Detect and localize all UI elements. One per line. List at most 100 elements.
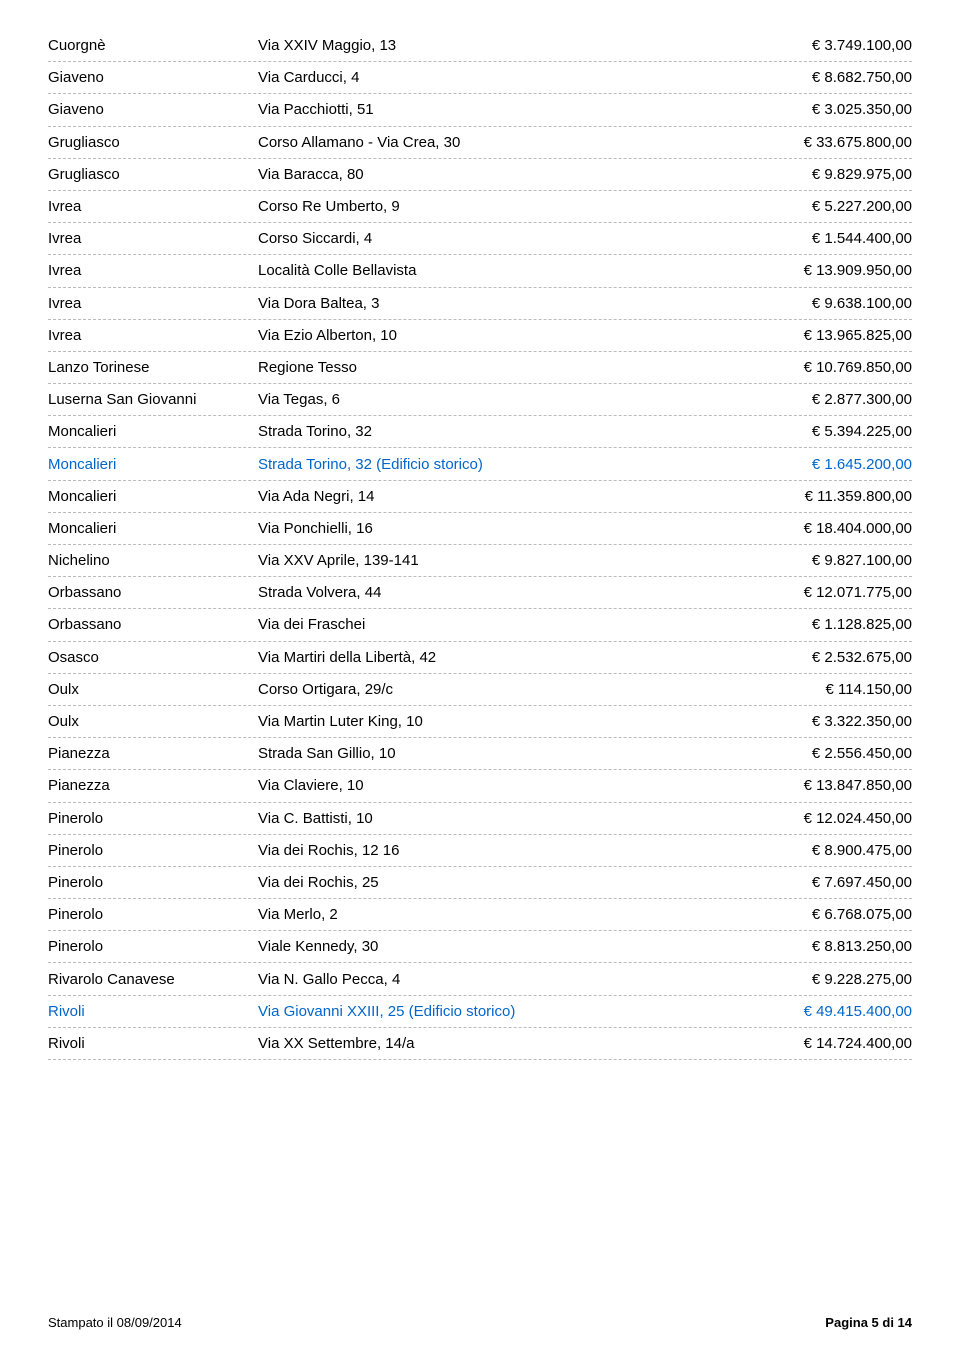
table-row: IvreaVia Dora Baltea, 3€ 9.638.100,00 [48, 288, 912, 320]
city-cell: Pinerolo [48, 874, 258, 891]
city-cell: Giaveno [48, 69, 258, 86]
city-cell: Ivrea [48, 262, 258, 279]
address-cell: Via Tegas, 6 [258, 391, 742, 408]
amount-cell: € 2.532.675,00 [742, 649, 912, 666]
amount-cell: € 3.322.350,00 [742, 713, 912, 730]
amount-cell: € 6.768.075,00 [742, 906, 912, 923]
table-row: GiavenoVia Pacchiotti, 51€ 3.025.350,00 [48, 94, 912, 126]
table-row: MoncalieriVia Ada Negri, 14€ 11.359.800,… [48, 481, 912, 513]
city-cell: Orbassano [48, 616, 258, 633]
address-cell: Via Ezio Alberton, 10 [258, 327, 742, 344]
table-row: OulxVia Martin Luter King, 10€ 3.322.350… [48, 706, 912, 738]
amount-cell: € 5.227.200,00 [742, 198, 912, 215]
city-cell: Grugliasco [48, 166, 258, 183]
address-cell: Via Claviere, 10 [258, 777, 742, 794]
table-row: Rivarolo CanaveseVia N. Gallo Pecca, 4€ … [48, 963, 912, 995]
amount-cell: € 18.404.000,00 [742, 520, 912, 537]
table-row: PineroloVia Merlo, 2€ 6.768.075,00 [48, 899, 912, 931]
table-row: IvreaCorso Re Umberto, 9€ 5.227.200,00 [48, 191, 912, 223]
address-cell: Via dei Rochis, 12 16 [258, 842, 742, 859]
city-cell: Lanzo Torinese [48, 359, 258, 376]
table-row: OulxCorso Ortigara, 29/c€ 114.150,00 [48, 674, 912, 706]
city-cell: Rivarolo Canavese [48, 971, 258, 988]
table-row: IvreaCorso Siccardi, 4€ 1.544.400,00 [48, 223, 912, 255]
table-row: IvreaLocalità Colle Bellavista€ 13.909.9… [48, 255, 912, 287]
city-cell: Orbassano [48, 584, 258, 601]
city-cell: Pianezza [48, 777, 258, 794]
amount-cell: € 114.150,00 [742, 681, 912, 698]
address-cell: Via dei Fraschei [258, 616, 742, 633]
address-cell: Via Dora Baltea, 3 [258, 295, 742, 312]
address-cell: Strada Torino, 32 (Edificio storico) [258, 456, 742, 473]
amount-cell: € 9.829.975,00 [742, 166, 912, 183]
amount-cell: € 49.415.400,00 [742, 1003, 912, 1020]
city-cell: Ivrea [48, 295, 258, 312]
address-cell: Via Baracca, 80 [258, 166, 742, 183]
page-footer: Stampato il 08/09/2014 Pagina 5 di 14 [48, 1315, 912, 1330]
amount-cell: € 9.228.275,00 [742, 971, 912, 988]
amount-cell: € 2.556.450,00 [742, 745, 912, 762]
table-row: MoncalieriStrada Torino, 32 (Edificio st… [48, 448, 912, 480]
address-cell: Via C. Battisti, 10 [258, 810, 742, 827]
amount-cell: € 10.769.850,00 [742, 359, 912, 376]
address-cell: Corso Ortigara, 29/c [258, 681, 742, 698]
table-row: OsascoVia Martiri della Libertà, 42€ 2.5… [48, 642, 912, 674]
address-cell: Strada Torino, 32 [258, 423, 742, 440]
table-row: MoncalieriVia Ponchielli, 16€ 18.404.000… [48, 513, 912, 545]
address-cell: Via XXV Aprile, 139-141 [258, 552, 742, 569]
amount-cell: € 33.675.800,00 [742, 134, 912, 151]
city-cell: Moncalieri [48, 488, 258, 505]
print-date: Stampato il 08/09/2014 [48, 1315, 182, 1330]
city-cell: Osasco [48, 649, 258, 666]
address-cell: Strada Volvera, 44 [258, 584, 742, 601]
table-row: GrugliascoCorso Allamano - Via Crea, 30€… [48, 127, 912, 159]
city-cell: Pinerolo [48, 842, 258, 859]
amount-cell: € 12.024.450,00 [742, 810, 912, 827]
city-cell: Ivrea [48, 198, 258, 215]
table-row: CuorgnèVia XXIV Maggio, 13€ 3.749.100,00 [48, 30, 912, 62]
amount-cell: € 13.909.950,00 [742, 262, 912, 279]
amount-cell: € 8.900.475,00 [742, 842, 912, 859]
table-row: RivoliVia Giovanni XXIII, 25 (Edificio s… [48, 996, 912, 1028]
amount-cell: € 9.638.100,00 [742, 295, 912, 312]
amount-cell: € 12.071.775,00 [742, 584, 912, 601]
city-cell: Rivoli [48, 1003, 258, 1020]
address-cell: Via Ada Negri, 14 [258, 488, 742, 505]
amount-cell: € 5.394.225,00 [742, 423, 912, 440]
city-cell: Giaveno [48, 101, 258, 118]
address-cell: Via dei Rochis, 25 [258, 874, 742, 891]
city-cell: Oulx [48, 713, 258, 730]
address-cell: Corso Re Umberto, 9 [258, 198, 742, 215]
table-row: PianezzaStrada San Gillio, 10€ 2.556.450… [48, 738, 912, 770]
city-cell: Rivoli [48, 1035, 258, 1052]
city-cell: Pinerolo [48, 938, 258, 955]
address-cell: Via Martiri della Libertà, 42 [258, 649, 742, 666]
amount-cell: € 3.749.100,00 [742, 37, 912, 54]
amount-cell: € 7.697.450,00 [742, 874, 912, 891]
city-cell: Pinerolo [48, 810, 258, 827]
amount-cell: € 13.847.850,00 [742, 777, 912, 794]
table-row: PineroloVia dei Rochis, 25€ 7.697.450,00 [48, 867, 912, 899]
city-cell: Cuorgnè [48, 37, 258, 54]
address-cell: Regione Tesso [258, 359, 742, 376]
address-cell: Via Merlo, 2 [258, 906, 742, 923]
address-cell: Corso Allamano - Via Crea, 30 [258, 134, 742, 151]
table-row: PineroloVia dei Rochis, 12 16€ 8.900.475… [48, 835, 912, 867]
address-cell: Via Giovanni XXIII, 25 (Edificio storico… [258, 1003, 742, 1020]
property-table: CuorgnèVia XXIV Maggio, 13€ 3.749.100,00… [48, 30, 912, 1060]
city-cell: Moncalieri [48, 456, 258, 473]
table-row: PineroloVia C. Battisti, 10€ 12.024.450,… [48, 803, 912, 835]
table-row: MoncalieriStrada Torino, 32€ 5.394.225,0… [48, 416, 912, 448]
address-cell: Via N. Gallo Pecca, 4 [258, 971, 742, 988]
table-row: GrugliascoVia Baracca, 80€ 9.829.975,00 [48, 159, 912, 191]
address-cell: Via Martin Luter King, 10 [258, 713, 742, 730]
address-cell: Via XX Settembre, 14/a [258, 1035, 742, 1052]
table-row: PineroloViale Kennedy, 30€ 8.813.250,00 [48, 931, 912, 963]
city-cell: Pianezza [48, 745, 258, 762]
amount-cell: € 13.965.825,00 [742, 327, 912, 344]
city-cell: Ivrea [48, 327, 258, 344]
amount-cell: € 1.645.200,00 [742, 456, 912, 473]
table-row: OrbassanoVia dei Fraschei€ 1.128.825,00 [48, 609, 912, 641]
city-cell: Grugliasco [48, 134, 258, 151]
city-cell: Luserna San Giovanni [48, 391, 258, 408]
